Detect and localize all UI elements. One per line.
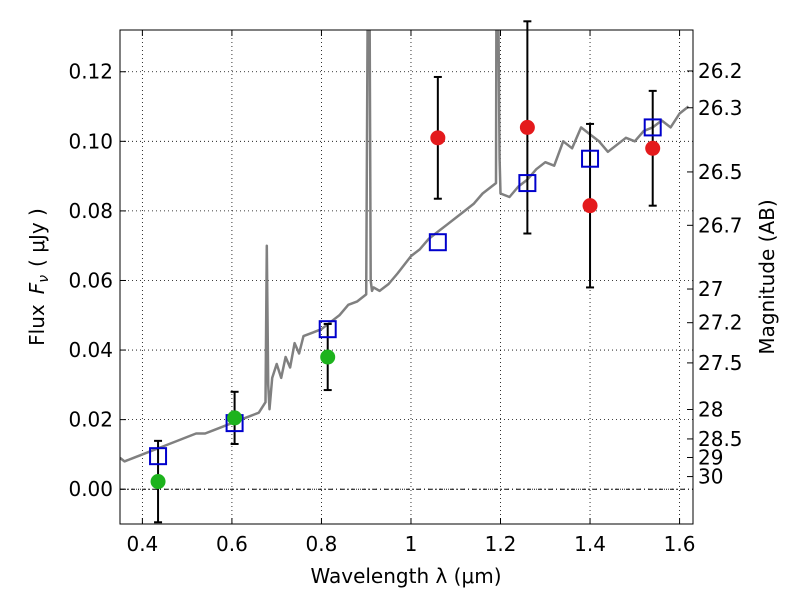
y-axis-title-unit: ( μJy ) [25, 208, 49, 267]
red-photometry-point [645, 140, 661, 156]
y-tick-label: 0.00 [68, 477, 113, 501]
model-photometry-square [518, 174, 537, 193]
magnitude-tick-label: 27.5 [698, 351, 743, 375]
x-tick-label: 1.4 [574, 532, 606, 556]
y-tick-label: 0.06 [68, 268, 113, 292]
green-photometry-point [150, 474, 166, 490]
model-photometry-square [643, 118, 662, 137]
magnitude-tick-label: 26.5 [698, 160, 743, 184]
x-tick-label: 0.8 [306, 532, 338, 556]
y-tick-label: 0.04 [68, 338, 113, 362]
magnitude-tick-label: 26.7 [698, 213, 743, 237]
x-axis-title: Wavelength λ (μm) [310, 564, 501, 588]
magnitude-tick-label: 29 [698, 445, 723, 469]
plot-frame [119, 29, 694, 525]
magnitude-tick-label: 27 [698, 277, 723, 301]
red-photometry-point [582, 198, 598, 214]
x-tick-label: 0.4 [126, 532, 158, 556]
model-photometry-square [318, 320, 337, 339]
x-tick-label: 1.2 [485, 532, 517, 556]
magnitude-tick-label: 27.2 [698, 311, 743, 335]
y-tick-label: 0.12 [68, 60, 113, 84]
y-axis-title-subscript: ν [36, 275, 52, 283]
y-axis-title: Flux Fν ( μJy ) [25, 208, 52, 346]
y-tick-label: 0.08 [68, 199, 113, 223]
plot-background [120, 30, 693, 524]
model-photometry-square [428, 233, 447, 252]
green-photometry-point [320, 349, 336, 365]
red-photometry-point [430, 130, 446, 146]
x-tick-label: 1.6 [664, 532, 696, 556]
red-photometry-point [519, 119, 535, 135]
model-photometry-square [581, 149, 600, 168]
y-axis-title-symbol: F [25, 282, 49, 294]
magnitude-tick-label: 26.3 [698, 96, 743, 120]
x-tick-label: 1 [405, 532, 418, 556]
x-tick-label: 0.6 [216, 532, 248, 556]
magnitude-tick-label: 28 [698, 398, 723, 422]
right-axis-title: Magnitude (AB) [755, 199, 779, 354]
magnitude-tick-label: 26.2 [698, 59, 743, 83]
magnitude-tick-label: 28.5 [698, 427, 743, 451]
model-photometry-square [149, 447, 168, 466]
y-tick-label: 0.10 [68, 129, 113, 153]
green-photometry-point [227, 410, 243, 426]
y-axis-title-prefix: Flux [25, 304, 49, 346]
y-tick-label: 0.02 [68, 408, 113, 432]
magnitude-tick-label: 30 [698, 465, 723, 489]
